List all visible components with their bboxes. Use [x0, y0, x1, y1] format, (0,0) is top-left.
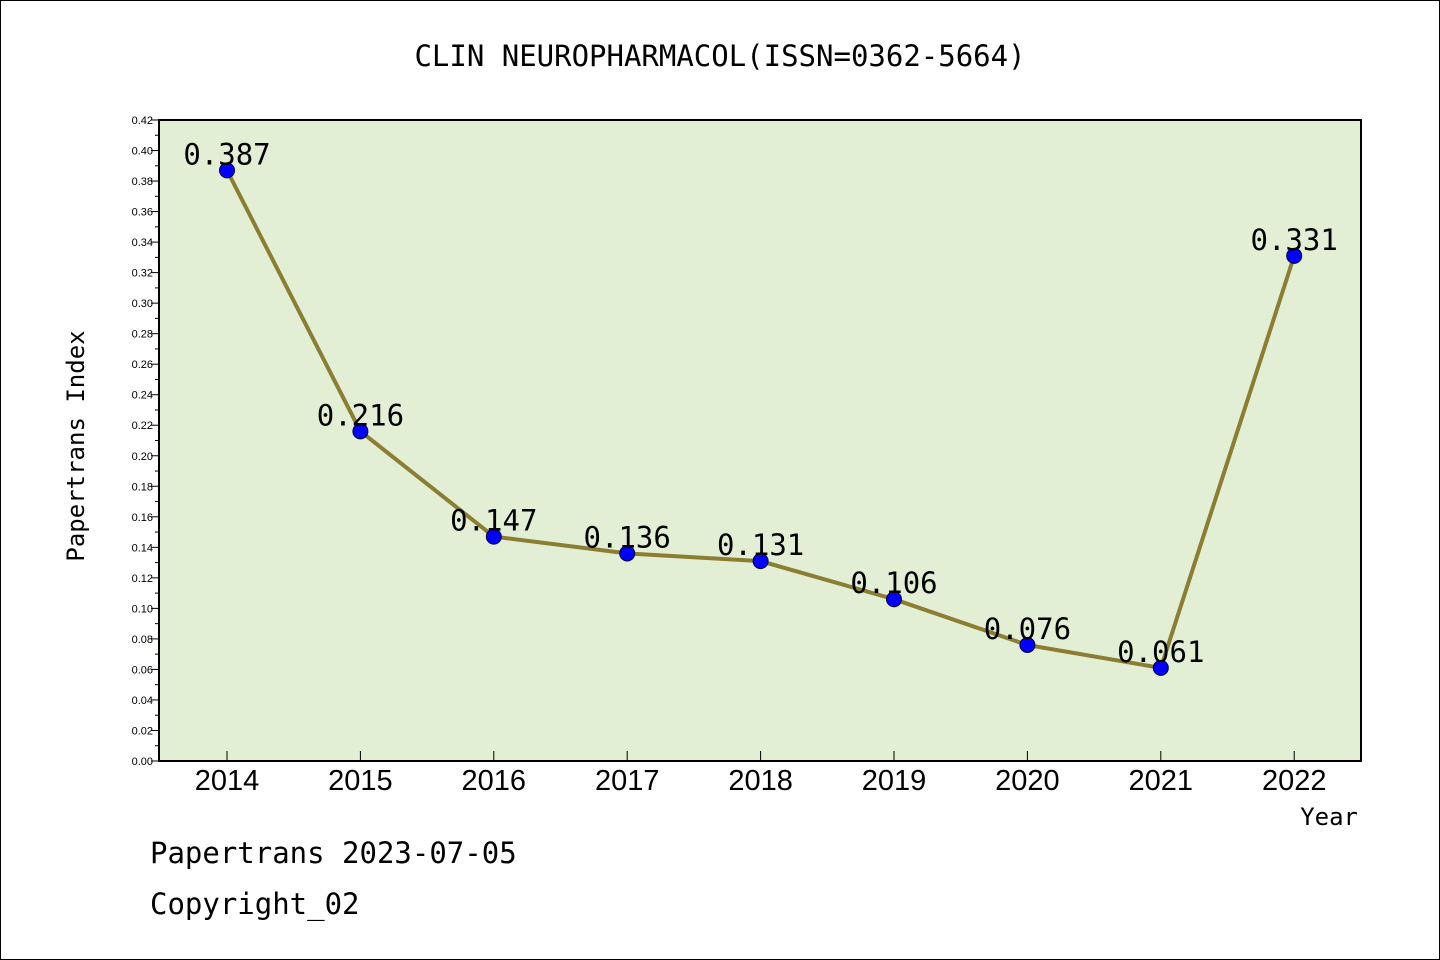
- data-label: 0.331: [1251, 223, 1338, 257]
- y-tick-label: 0.06: [132, 664, 153, 676]
- data-point: [1152, 659, 1169, 676]
- x-tick-label: 2014: [195, 765, 260, 797]
- data-label: 0.136: [584, 520, 671, 554]
- y-tick-label: 0.00: [132, 756, 153, 768]
- plot-area: [158, 119, 1362, 762]
- x-tick-label: 2020: [995, 765, 1060, 797]
- x-tick-label: 2016: [462, 765, 527, 797]
- y-tick-label: 0.36: [132, 207, 153, 219]
- y-tick-label: 0.32: [132, 268, 153, 280]
- x-tick-label: 2021: [1129, 765, 1194, 797]
- y-axis: 0.00 0.02 0.04 0.06 0.08 0.10 0.12 0.14 0.16 0.18…: [132, 115, 159, 768]
- data-label: 0.076: [984, 612, 1071, 646]
- y-axis-label: Papertrans Index: [62, 330, 90, 561]
- footer-copyright: Copyright_02: [150, 887, 360, 922]
- data-point: [352, 423, 369, 440]
- y-tick-label: 0.26: [132, 359, 153, 371]
- data-point: [219, 162, 235, 179]
- chart-title: CLIN NEUROPHARMACOL(ISSN=0362-5664): [414, 39, 1025, 73]
- y-tick-label: 0.40: [132, 146, 153, 158]
- data-label: 0.131: [717, 528, 804, 562]
- data-label: 0.216: [317, 398, 404, 432]
- x-axis-label: Year: [1300, 803, 1358, 831]
- x-tick-label: 2015: [328, 765, 393, 797]
- series-layer: 0.387 0.216 0.147 0.136 0.131 0.106 0.076 0.061…: [183, 137, 1338, 676]
- x-axis: 2014 2015 2016 2017 2018 2019 2020 2021 2022: [195, 751, 1327, 797]
- y-tick-label: 0.02: [132, 725, 153, 737]
- y-tick-label: 0.30: [132, 298, 153, 310]
- y-tick-label: 0.12: [132, 573, 153, 585]
- x-tick-label: 2019: [862, 765, 927, 797]
- y-tick-label: 0.42: [132, 115, 153, 127]
- data-point: [619, 545, 636, 562]
- data-point: [1019, 637, 1036, 654]
- data-point: [886, 591, 902, 608]
- data-point: [485, 528, 502, 545]
- y-tick-label: 0.20: [132, 451, 153, 463]
- y-tick-label: 0.34: [132, 237, 153, 249]
- y-tick-label: 0.14: [132, 542, 153, 554]
- data-label: 0.147: [450, 504, 537, 538]
- x-tick-label: 2017: [595, 765, 660, 797]
- y-tick-label: 0.10: [132, 603, 153, 615]
- data-point: [1286, 247, 1303, 264]
- y-tick-label: 0.22: [132, 420, 153, 432]
- y-tick-label: 0.38: [132, 176, 153, 188]
- y-tick-label: 0.18: [132, 481, 153, 493]
- y-tick-label: 0.04: [132, 695, 153, 707]
- x-tick-label: 2022: [1262, 765, 1327, 797]
- x-tick-label: 2018: [728, 765, 793, 797]
- y-tick-label: 0.08: [132, 634, 153, 646]
- data-label: 0.106: [850, 566, 937, 600]
- y-tick-label: 0.28: [132, 329, 153, 341]
- data-label: 0.061: [1117, 635, 1204, 669]
- footer-date: Papertrans 2023-07-05: [150, 836, 517, 870]
- y-tick-label: 0.24: [132, 390, 153, 402]
- data-label: 0.387: [183, 137, 270, 171]
- y-tick-label: 0.16: [132, 512, 153, 524]
- data-point: [752, 553, 769, 570]
